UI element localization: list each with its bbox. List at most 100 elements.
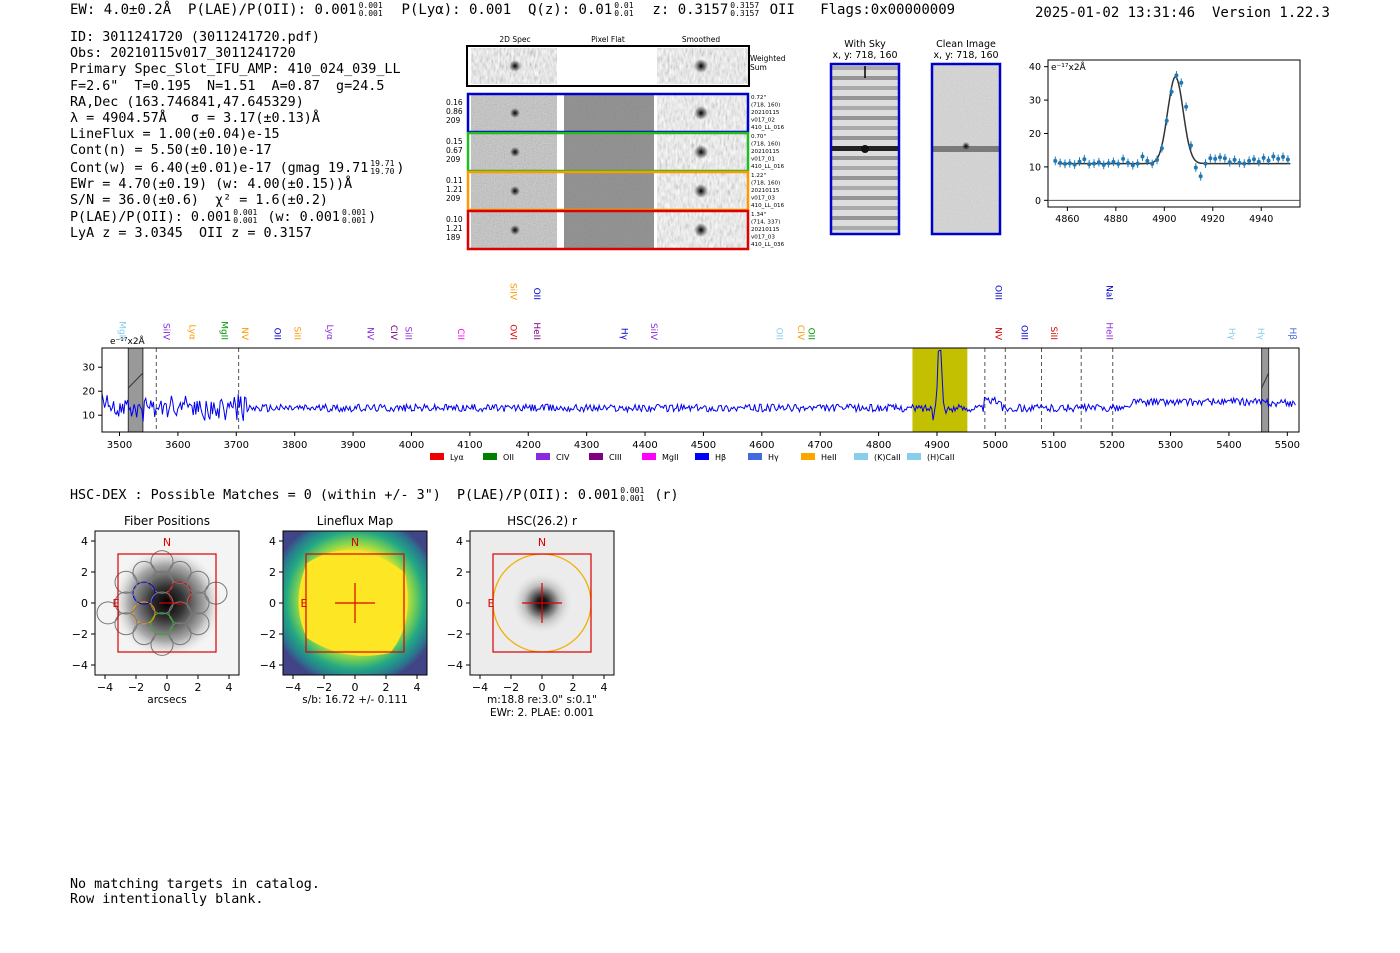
with-sky-image xyxy=(829,62,901,236)
linefit-point xyxy=(1188,143,1193,148)
cutout-right-value: 410_LL_016 xyxy=(751,164,785,170)
spectrum-masked-band xyxy=(127,347,144,433)
panel-xtick-label: −4 xyxy=(97,681,113,694)
legend-swatch xyxy=(748,453,762,460)
col-header-smoothed: Smoothed xyxy=(682,35,721,44)
footer-line-1: No matching targets in catalog. xyxy=(70,877,320,892)
panel-xtick-label: 0 xyxy=(164,681,171,694)
sky-stripe xyxy=(831,136,899,140)
spectrum-line-label: CII xyxy=(455,328,465,340)
panel-title: Lineflux Map xyxy=(317,514,393,528)
spectrum-xtick-label: 3800 xyxy=(282,440,307,451)
panel-xtick-label: 2 xyxy=(383,681,390,694)
panel-xtick-label: 2 xyxy=(195,681,202,694)
north-marker: N xyxy=(163,536,171,549)
linefit-point xyxy=(1222,156,1227,161)
panel-title: Fiber Positions xyxy=(124,514,210,528)
legend-label: Lyα xyxy=(450,453,464,462)
cutout-left-value: 209 xyxy=(446,155,461,164)
sky-stripe xyxy=(831,196,899,200)
spectrum-line-label: SiII xyxy=(403,326,413,340)
fiber-circle xyxy=(150,550,174,574)
spectrum-xtick-label: 5300 xyxy=(1158,440,1183,451)
panel-ytick-label: 4 xyxy=(456,535,463,548)
linefit-point xyxy=(1198,174,1203,179)
fiber-circle xyxy=(168,622,192,646)
legend-swatch xyxy=(483,453,497,460)
info-ewr: EWr = 4.70(±0.19) (w: 4.00(±0.15))Å xyxy=(70,176,353,192)
panel-ytick-label: −2 xyxy=(260,628,276,641)
linefit-point xyxy=(1271,154,1276,159)
panel-2: Lineflux Map N E 4 2 0 −2 −4 −4 −2 0 2 4 s/b: 16.72 +… xyxy=(260,514,428,706)
panel-ytick-label: −2 xyxy=(72,628,88,641)
legend-swatch xyxy=(430,453,444,460)
legend-swatch xyxy=(589,453,603,460)
panel-xtick-label: −2 xyxy=(316,681,332,694)
selection-box xyxy=(305,553,405,653)
selection-box xyxy=(492,553,592,653)
selection-box xyxy=(117,553,217,653)
panel-xtick-label: 0 xyxy=(352,681,359,694)
info-contn: Cont(n) = 5.50(±0.10)e-17 xyxy=(70,143,272,159)
spectrum-line-label: HeII xyxy=(1103,322,1113,340)
panel-3: HSC(26.2) r N E 4 2 0 −2 −4 −4 −2 0 2 4 m:18.8 re:3.0… xyxy=(447,514,615,719)
cutout-left-value: 1.21 xyxy=(446,185,463,194)
spectrum-line-label: MgII xyxy=(219,321,229,340)
linefit-point xyxy=(1281,154,1286,159)
spectrum-line-label: Hγ xyxy=(1226,328,1236,341)
linefit-point xyxy=(1227,160,1232,165)
linefit-xtick-label: 4860 xyxy=(1055,214,1079,225)
legend-swatch xyxy=(854,453,868,460)
cutout-right-value: 20210115 xyxy=(751,110,780,116)
summary-header: EW: 4.0±0.2Å P(LAE)/P(OII): 0.001 0.001 0.… xyxy=(70,2,955,19)
linefit-point xyxy=(1261,155,1266,160)
panel-ytick-label: 2 xyxy=(456,566,463,579)
linefit-point xyxy=(1203,161,1208,166)
sky-stripe xyxy=(831,96,899,100)
linefit-point xyxy=(1242,161,1247,166)
panel-xtick-label: −2 xyxy=(128,681,144,694)
spectrum-line-label: MgII xyxy=(117,321,127,340)
panel-ytick-label: 0 xyxy=(81,597,88,610)
spectrum-line-label: CIV xyxy=(388,325,398,341)
spectrum-ytick-label: 20 xyxy=(82,387,95,398)
timestamp: 2025-01-02 13:31:46 xyxy=(1034,5,1196,21)
linefit-xtick-label: 4900 xyxy=(1152,214,1176,225)
linefit-point xyxy=(1184,104,1189,109)
linefit-point xyxy=(1062,161,1067,166)
col-header-2dspec: 2D Spec xyxy=(499,35,530,44)
spectrum-line-label: NV xyxy=(992,327,1002,341)
info-lambda: λ = 4904.57Å σ = 3.17(±0.13)Å xyxy=(70,111,320,127)
linefit-ytick-label: 40 xyxy=(1029,62,1041,73)
cutout-left-value: 0.11 xyxy=(446,176,463,185)
info-fit: F=2.6" T=0.195 N=1.51 A=0.87 g=24.5 xyxy=(70,78,385,94)
linefit-point xyxy=(1276,156,1281,161)
spectrum-line-label: SiIV xyxy=(648,323,658,341)
version: Version 1.22.3 xyxy=(1211,5,1330,21)
linefit-point xyxy=(1121,156,1126,161)
sky-images: With Sky x, y: 718, 160 Clean Image x, y… xyxy=(829,39,1002,236)
hsc-dex-summary: HSC-DEX : Possible Matches = 0 (within +… xyxy=(70,486,679,504)
panel-title: HSC(26.2) r xyxy=(507,514,577,528)
panel-xtick-label: 4 xyxy=(414,681,421,694)
spectrum-line-label: NV xyxy=(239,327,249,341)
cutout-right-value: 20210115 xyxy=(751,227,780,233)
spectrum-line-label: Lyα xyxy=(187,325,197,341)
fiber-circle xyxy=(132,581,156,605)
spectrum-xtick-label: 3700 xyxy=(224,440,249,451)
north-marker: N xyxy=(351,536,359,549)
sky-stripe xyxy=(831,206,899,210)
spectrum-xtick-label: 3600 xyxy=(165,440,190,451)
panel-ytick-label: 4 xyxy=(81,535,88,548)
legend-swatch xyxy=(907,453,921,460)
info-obs: Obs: 20210115v017_3011241720 xyxy=(70,46,296,62)
clean-image-title: Clean Image xyxy=(936,39,996,50)
panel-ytick-label: −4 xyxy=(447,659,463,672)
sky-stripe xyxy=(831,176,899,180)
linefit-point xyxy=(1169,89,1174,94)
fiber-circle xyxy=(150,632,174,656)
panel-xtick-label: 4 xyxy=(601,681,608,694)
linefit-ytick-label: 20 xyxy=(1029,129,1041,140)
spectrum-line-label: HeII xyxy=(531,322,541,340)
cutout-right-value: (718, 160) xyxy=(751,181,780,187)
